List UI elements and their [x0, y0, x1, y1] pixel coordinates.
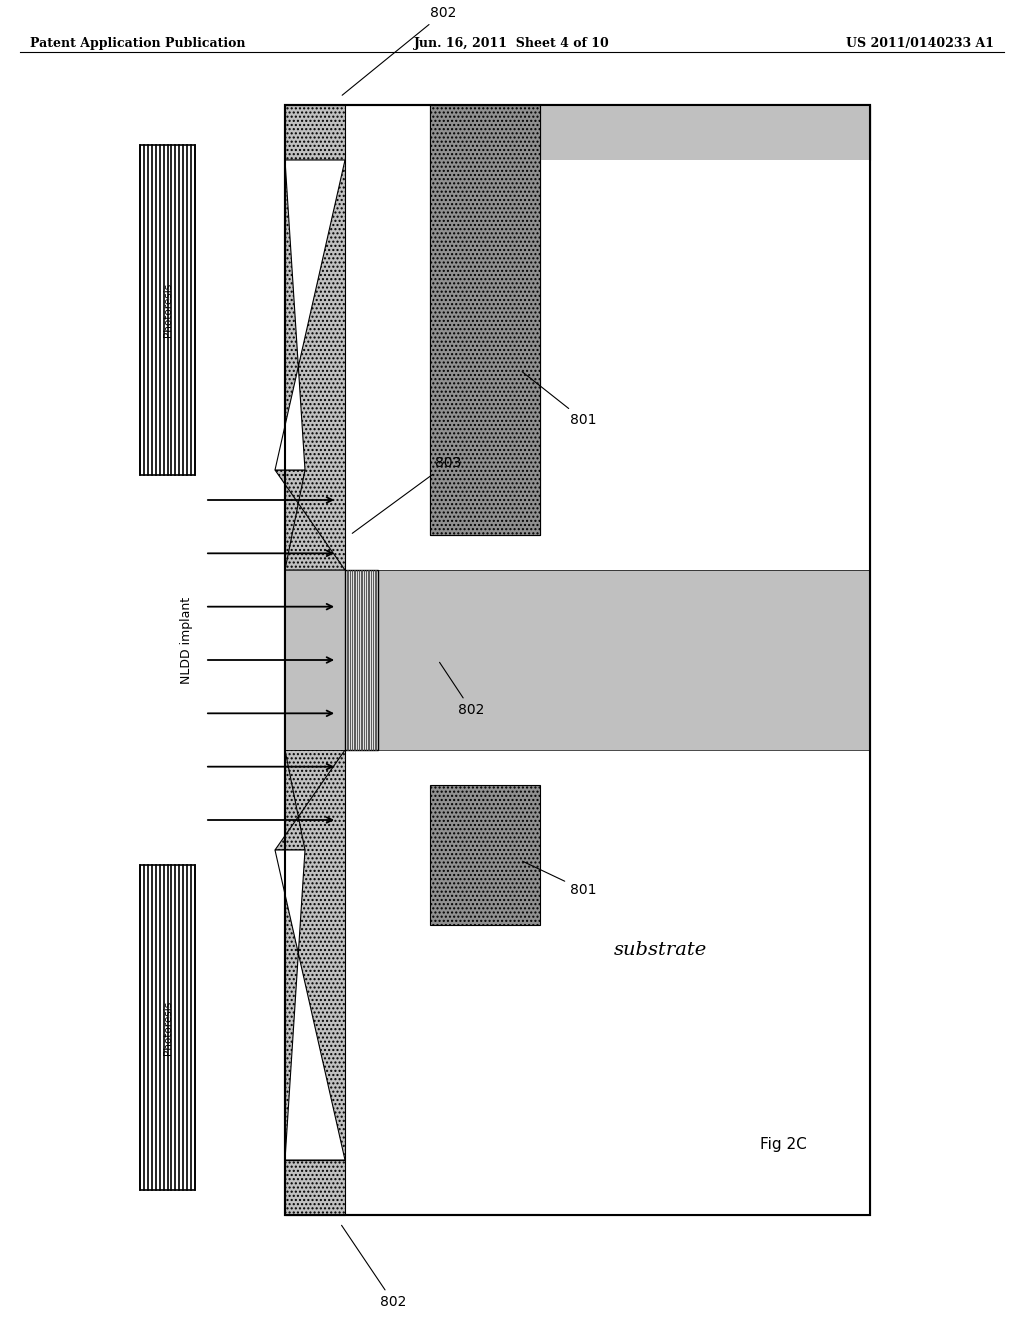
Bar — [140, 865, 195, 1191]
Bar — [540, 750, 870, 1214]
Text: NLDD implant: NLDD implant — [180, 597, 193, 684]
Polygon shape — [430, 480, 540, 535]
Polygon shape — [285, 106, 345, 160]
Bar — [345, 570, 378, 750]
Text: US 2011/0140233 A1: US 2011/0140233 A1 — [846, 37, 994, 50]
Bar — [430, 785, 540, 925]
Text: Jun. 16, 2011  Sheet 4 of 10: Jun. 16, 2011 Sheet 4 of 10 — [414, 37, 610, 50]
Bar — [540, 160, 870, 570]
Bar — [540, 106, 870, 160]
Bar — [540, 1160, 870, 1214]
Text: Photoresis: Photoresis — [163, 1001, 172, 1055]
Polygon shape — [275, 160, 345, 470]
Text: 803: 803 — [352, 455, 462, 533]
Text: 802: 802 — [342, 1225, 407, 1309]
Polygon shape — [430, 106, 540, 480]
Text: substrate: substrate — [613, 941, 707, 960]
Polygon shape — [275, 750, 345, 850]
Bar — [140, 145, 195, 475]
Text: Fig 2C: Fig 2C — [760, 1138, 807, 1152]
Polygon shape — [540, 106, 870, 160]
Text: STI: STI — [290, 236, 321, 253]
Text: STI: STI — [290, 1067, 321, 1084]
Text: Photoresis: Photoresis — [163, 282, 172, 337]
Text: 801: 801 — [522, 861, 597, 898]
Bar — [285, 106, 870, 1214]
Text: 802: 802 — [439, 663, 484, 717]
Bar — [285, 570, 345, 750]
Text: Patent Application Publication: Patent Application Publication — [30, 37, 246, 50]
Polygon shape — [285, 160, 345, 570]
Text: 801: 801 — [522, 372, 597, 426]
Polygon shape — [285, 750, 345, 1160]
Text: 802: 802 — [342, 7, 457, 95]
Polygon shape — [285, 1160, 345, 1214]
Polygon shape — [275, 850, 345, 1160]
Polygon shape — [275, 470, 345, 570]
Bar — [378, 570, 870, 750]
Bar — [430, 106, 540, 535]
Bar — [285, 106, 870, 1214]
